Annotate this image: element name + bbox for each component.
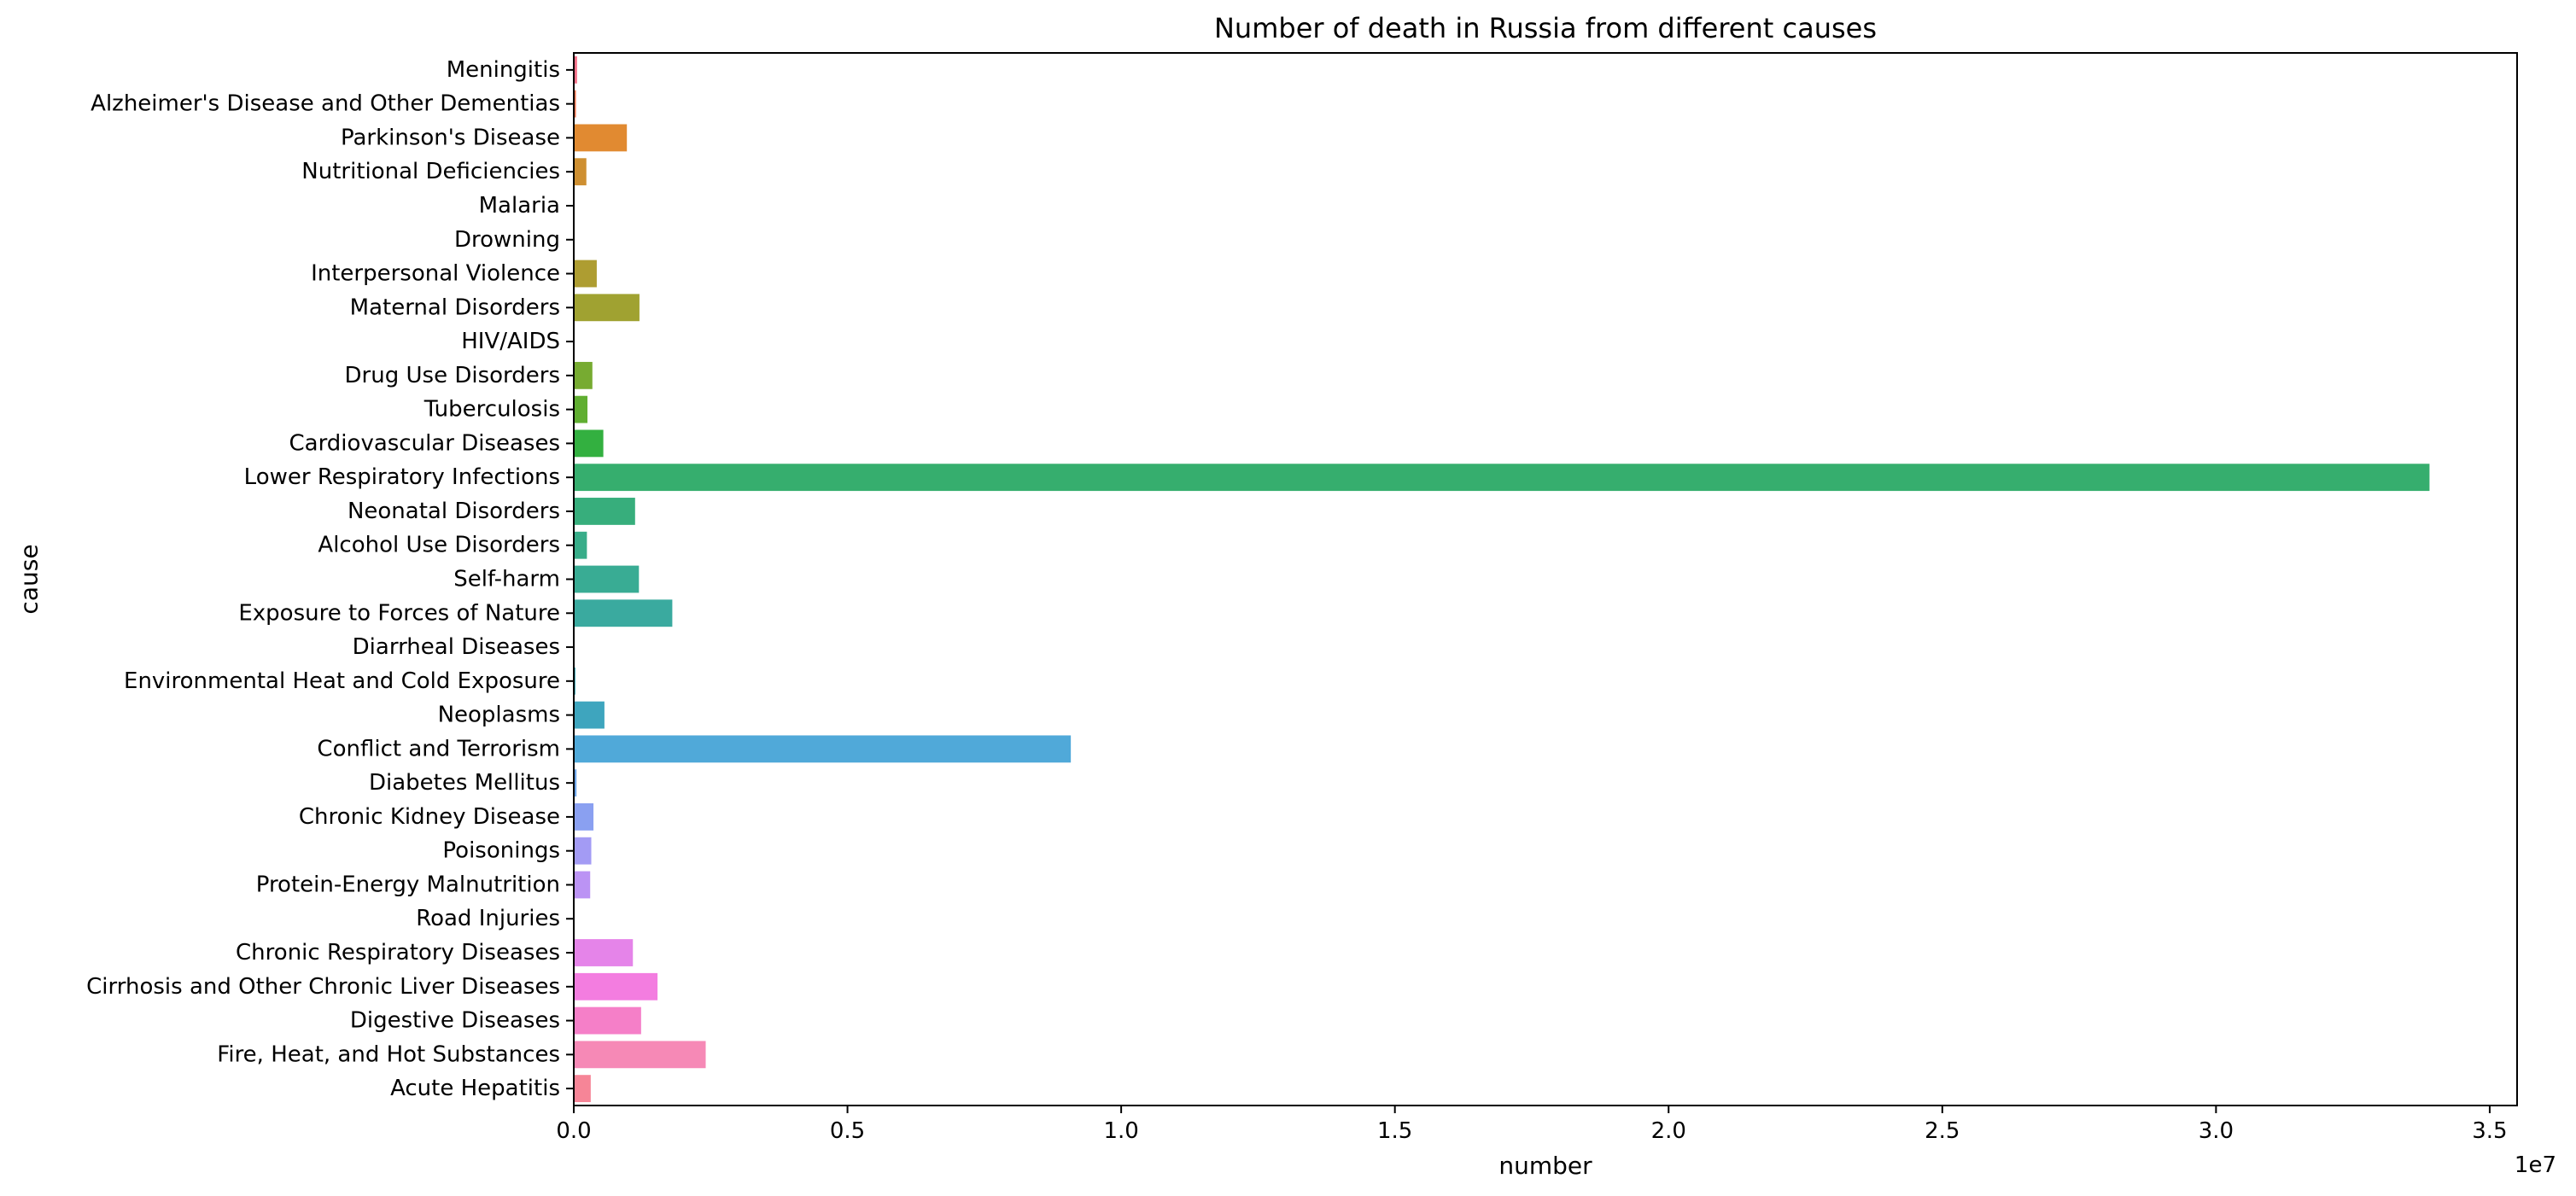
bar — [574, 1006, 641, 1035]
y-tick-label: Cardiovascular Diseases — [289, 430, 560, 456]
y-tick-label: Road Injuries — [416, 906, 560, 931]
bar — [574, 939, 634, 966]
y-tick-label: Meningitis — [447, 57, 560, 83]
y-tick-label: Malaria — [479, 193, 560, 219]
bar — [574, 1075, 591, 1103]
bar — [574, 803, 594, 831]
bar — [574, 531, 587, 559]
bar — [574, 735, 1072, 763]
x-tick-label: 3.5 — [2472, 1118, 2507, 1144]
y-tick-label: Digestive Diseases — [350, 1008, 560, 1034]
y-tick-label: Chronic Kidney Disease — [299, 804, 560, 830]
y-tick-label: Diabetes Mellitus — [369, 770, 560, 796]
y-tick-label: Tuberculosis — [423, 397, 560, 423]
bars-group — [574, 55, 2430, 1103]
y-tick-label: Alzheimer's Disease and Other Dementias — [91, 91, 560, 117]
bar — [574, 498, 635, 525]
bar — [574, 361, 593, 389]
y-tick-label: Interpersonal Violence — [311, 261, 560, 287]
plot-frame — [573, 52, 2518, 1106]
bar — [574, 395, 588, 423]
chart-title: Number of death in Russia from different… — [1214, 12, 1877, 44]
y-tick-label: Chronic Respiratory Diseases — [236, 940, 560, 966]
bar — [574, 769, 577, 797]
y-tick-label: Cirrhosis and Other Chronic Liver Diseas… — [86, 974, 560, 1000]
bar — [574, 124, 628, 152]
bar — [574, 158, 587, 186]
bar — [574, 972, 658, 1001]
y-tick-label: Protein-Energy Malnutrition — [256, 872, 560, 897]
y-tick-label: Diarrheal Diseases — [353, 634, 560, 660]
y-tick-label: Fire, Heat, and Hot Substances — [217, 1041, 560, 1067]
bar — [574, 464, 2430, 492]
y-tick-label: Neoplasms — [438, 703, 560, 728]
x-tick-label: 2.0 — [1651, 1118, 1686, 1144]
y-tick-label: Neonatal Disorders — [348, 499, 560, 524]
y-tick-label: Nutritional Deficiencies — [301, 159, 560, 184]
y-tick-label: Parkinson's Disease — [341, 125, 560, 150]
x-tick-label: 0.0 — [556, 1118, 591, 1144]
bar — [574, 90, 576, 118]
y-tick-label: Alcohol Use Disorders — [318, 533, 560, 558]
x-tick-label: 1.5 — [1377, 1118, 1412, 1144]
y-tick-label: Conflict and Terrorism — [317, 736, 560, 761]
bar — [574, 55, 577, 84]
y-tick-label: Drug Use Disorders — [345, 363, 560, 388]
x-axis-label: number — [1498, 1152, 1592, 1180]
y-tick-label: Environmental Heat and Cold Exposure — [124, 668, 560, 694]
y-tick-label: Acute Hepatitis — [390, 1076, 560, 1101]
y-tick-label: HIV/AIDS — [461, 329, 560, 354]
y-axis-label: cause — [15, 544, 44, 614]
y-tick-label: Exposure to Forces of Nature — [238, 600, 560, 626]
bar — [574, 565, 640, 593]
y-tick-label: Lower Respiratory Infections — [244, 464, 560, 490]
bar — [574, 260, 597, 288]
x-axis-ticks: 0.0 0.5 1.0 1.5 2.0 2.5 3.0 3.5 — [556, 1106, 2508, 1144]
x-tick-label: 3.0 — [2199, 1118, 2234, 1144]
y-tick-label: Self-harm — [453, 567, 560, 592]
bar — [574, 1041, 706, 1069]
bar — [574, 599, 673, 627]
bar — [574, 429, 604, 458]
x-tick-label: 1.0 — [1103, 1118, 1138, 1144]
y-tick-label: Drowning — [454, 227, 560, 253]
bar — [574, 701, 605, 729]
x-tick-label: 0.5 — [830, 1118, 865, 1144]
y-tick-label: Maternal Disorders — [350, 295, 560, 320]
y-axis-ticks: Meningitis Alzheimer's Disease and Other … — [86, 57, 574, 1101]
bar — [574, 294, 640, 322]
x-axis-offset-label: 1e7 — [2515, 1152, 2556, 1178]
bar — [574, 837, 592, 865]
bar — [574, 871, 591, 899]
y-tick-label: Poisonings — [442, 838, 560, 864]
x-tick-label: 2.5 — [1925, 1118, 1960, 1144]
